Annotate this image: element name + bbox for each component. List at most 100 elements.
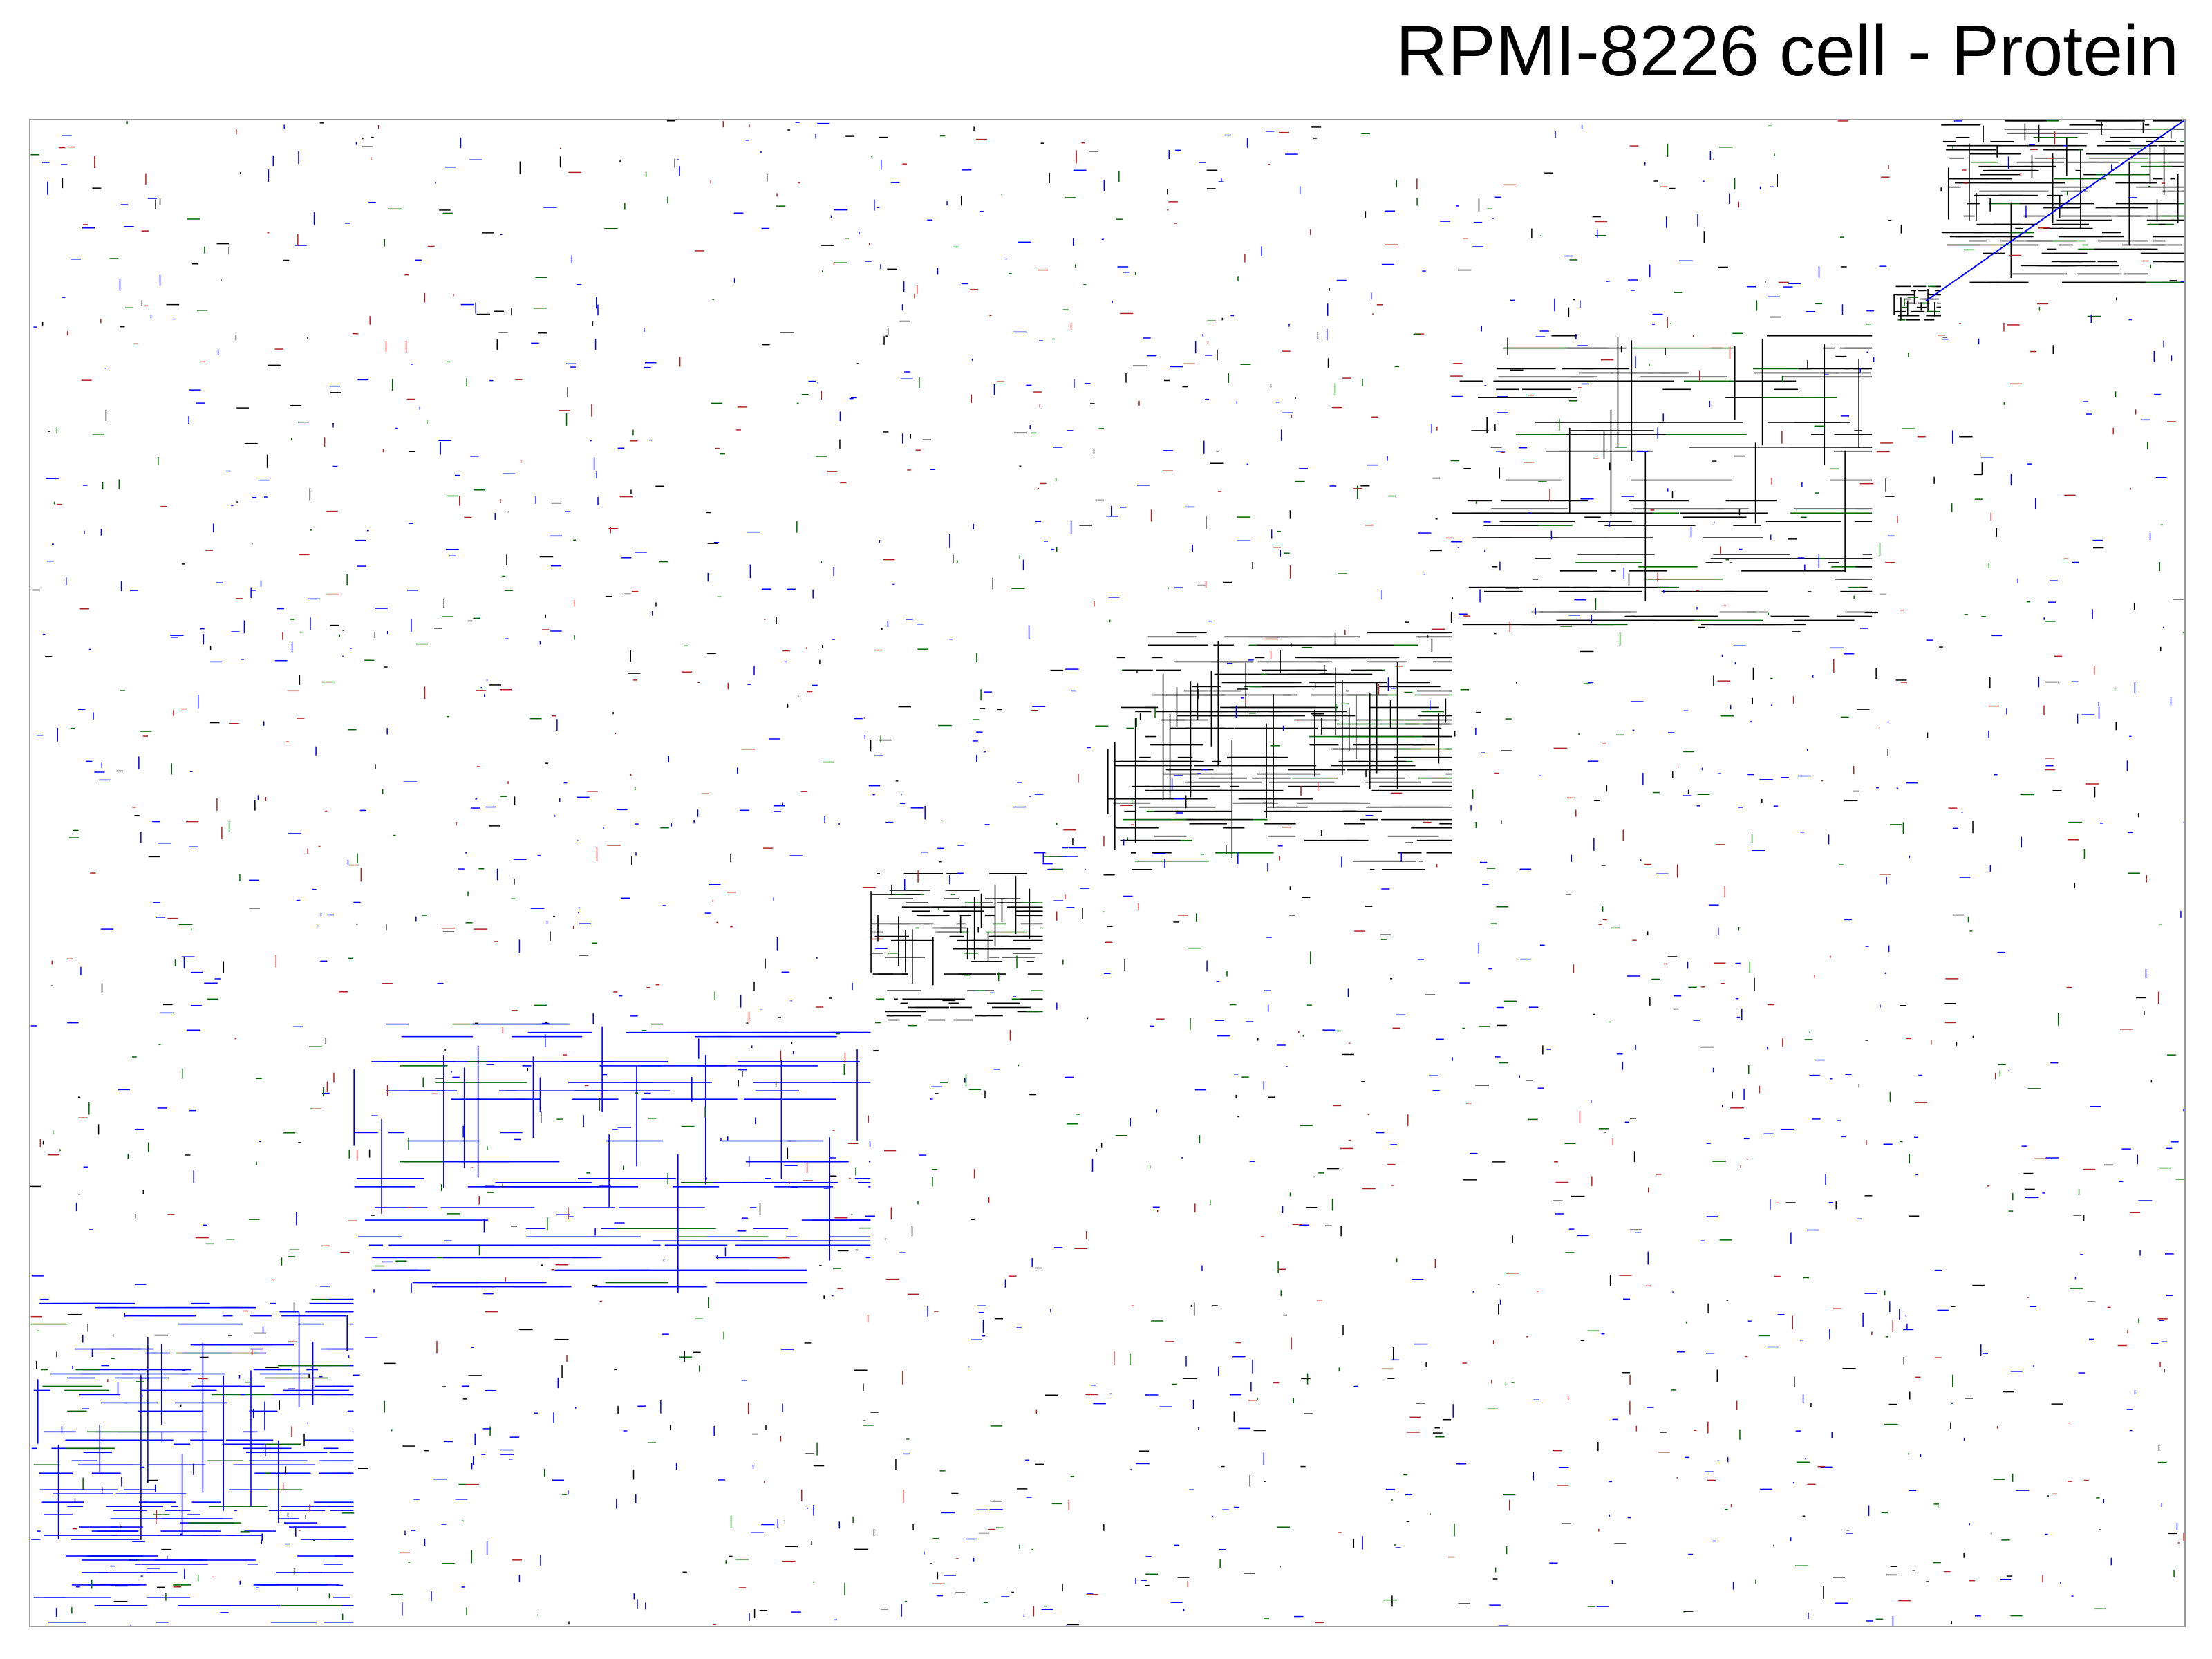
matrix-mark: [1127, 837, 1129, 840]
matrix-mark: [391, 1429, 393, 1432]
matrix-mark: [1279, 856, 1280, 861]
matrix-mark: [1972, 821, 1974, 834]
matrix-mark: [895, 1459, 897, 1470]
matrix-mark: [1896, 787, 1899, 789]
matrix-mark: [1725, 500, 1777, 502]
matrix-mark: [1100, 1143, 1103, 1148]
matrix-mark: [239, 874, 241, 881]
matrix-mark: [81, 379, 92, 381]
matrix-mark: [1898, 1600, 1911, 1602]
matrix-mark: [1902, 306, 1908, 308]
matrix-mark: [1492, 566, 1498, 568]
matrix-mark: [55, 1608, 57, 1617]
matrix-mark: [1803, 1277, 1809, 1279]
matrix-mark: [763, 847, 774, 849]
matrix-mark: [1164, 694, 1225, 696]
matrix-mark: [1284, 552, 1290, 554]
matrix-mark: [1131, 824, 1134, 825]
matrix-mark: [216, 243, 229, 245]
matrix-mark: [2047, 227, 2064, 229]
matrix-mark: [244, 442, 258, 444]
matrix-mark: [371, 1115, 378, 1116]
matrix-mark: [1539, 330, 1549, 332]
matrix-mark: [476, 766, 480, 767]
matrix-mark: [919, 1154, 927, 1156]
matrix-mark: [1949, 157, 1965, 159]
matrix-mark: [2038, 307, 2041, 311]
matrix-mark: [1713, 158, 1714, 160]
matrix-mark: [1875, 1618, 1884, 1620]
matrix-mark: [1653, 180, 1658, 182]
matrix-mark: [796, 521, 798, 533]
matrix-mark: [1909, 1215, 1920, 1217]
matrix-mark: [687, 1031, 789, 1033]
matrix-mark: [1430, 550, 1442, 552]
matrix-mark: [637, 1405, 646, 1407]
matrix-mark: [1294, 719, 1340, 721]
matrix-mark: [977, 926, 979, 933]
matrix-mark: [442, 931, 454, 932]
matrix-mark: [1897, 315, 1912, 317]
matrix-mark: [1532, 578, 1538, 580]
matrix-mark: [39, 1489, 118, 1490]
matrix-mark: [1592, 1013, 1595, 1015]
matrix-mark: [1702, 537, 1763, 538]
matrix-mark: [66, 331, 68, 335]
matrix-mark: [94, 1605, 148, 1606]
matrix-mark: [1562, 1523, 1572, 1524]
matrix-mark: [1050, 856, 1062, 857]
matrix-mark: [2138, 1200, 2153, 1201]
matrix-mark: [821, 645, 823, 648]
matrix-mark: [1090, 403, 1095, 404]
matrix-mark: [951, 1492, 959, 1494]
matrix-mark: [801, 1219, 871, 1221]
matrix-mark: [632, 679, 637, 681]
matrix-mark: [949, 874, 950, 885]
matrix-mark: [2023, 1172, 2034, 1174]
matrix-mark: [157, 1107, 167, 1109]
matrix-mark: [905, 930, 906, 973]
matrix-mark: [722, 121, 724, 128]
matrix-mark: [1350, 669, 1383, 671]
matrix-mark: [1381, 589, 1382, 600]
matrix-mark: [408, 1138, 409, 1150]
matrix-mark: [290, 1518, 296, 1519]
matrix-mark: [1203, 440, 1205, 454]
matrix-mark: [198, 1378, 208, 1380]
matrix-mark: [471, 1347, 474, 1349]
matrix-mark: [1918, 290, 1927, 292]
matrix-mark: [438, 440, 451, 442]
matrix-mark: [1101, 238, 1104, 240]
matrix-mark: [1299, 468, 1308, 469]
matrix-mark: [1458, 1603, 1471, 1604]
matrix-mark: [565, 413, 568, 426]
matrix-mark: [1661, 590, 1768, 592]
matrix-mark: [31, 1539, 41, 1540]
matrix-mark: [1470, 1152, 1478, 1154]
matrix-mark: [1260, 673, 1268, 675]
matrix-mark: [1889, 1091, 1891, 1103]
matrix-mark: [1967, 916, 1969, 923]
matrix-mark: [1341, 748, 1421, 750]
matrix-mark: [249, 1460, 290, 1462]
matrix-mark: [2153, 236, 2184, 238]
matrix-mark: [30, 154, 39, 156]
matrix-mark: [976, 1305, 987, 1306]
matrix-mark: [1165, 1341, 1175, 1342]
matrix-mark: [1927, 732, 1929, 738]
matrix-mark: [107, 1379, 109, 1383]
matrix-mark: [554, 1338, 569, 1340]
matrix-mark: [339, 1539, 354, 1540]
matrix-mark: [1201, 1265, 1203, 1271]
matrix-mark: [51, 543, 54, 545]
matrix-mark: [1342, 680, 1343, 776]
matrix-mark: [239, 1580, 241, 1585]
matrix-mark: [2150, 1080, 2153, 1083]
matrix-mark: [2094, 248, 2151, 250]
matrix-mark: [1347, 769, 1412, 771]
matrix-mark: [1427, 839, 1452, 841]
matrix-mark: [1740, 1165, 1741, 1168]
matrix-mark: [120, 326, 125, 328]
matrix-mark: [946, 873, 959, 874]
matrix-mark: [1134, 718, 1136, 843]
